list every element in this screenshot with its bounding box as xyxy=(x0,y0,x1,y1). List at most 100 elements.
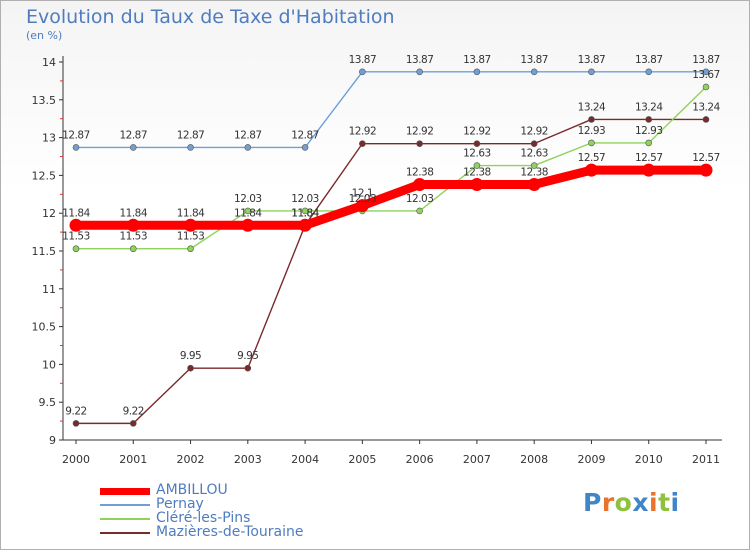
data-point xyxy=(530,162,538,169)
data-label: 13.87 xyxy=(635,54,663,66)
y-tick-label: 10 xyxy=(42,358,56,371)
x-tick-label: 2004 xyxy=(291,453,319,466)
x-tick-label: 2007 xyxy=(463,453,491,466)
x-tick-label: 2000 xyxy=(62,453,90,466)
data-label: 12.03 xyxy=(349,193,377,205)
data-label: 11.53 xyxy=(62,231,90,243)
data-label: 13.87 xyxy=(578,54,606,66)
data-label: 12.38 xyxy=(520,166,548,178)
data-label: 13.87 xyxy=(463,54,491,66)
data-label: 12.63 xyxy=(463,148,491,160)
data-point xyxy=(699,163,713,177)
data-label: 11.84 xyxy=(62,207,90,219)
x-tick-label: 2008 xyxy=(520,453,548,466)
legend-swatch xyxy=(100,487,150,495)
series-line-pernay xyxy=(76,71,706,149)
data-point xyxy=(241,218,255,232)
y-tick-label: 12 xyxy=(42,207,56,220)
y-tick-label: 11 xyxy=(42,283,56,296)
series-line-cl-r-les-pins xyxy=(76,86,707,250)
data-point xyxy=(645,139,653,147)
data-point xyxy=(69,218,83,232)
data-point xyxy=(702,68,710,76)
data-point xyxy=(473,162,481,169)
x-tick-label: 2003 xyxy=(234,453,262,466)
data-label: 11.53 xyxy=(119,231,147,243)
data-label: 12.92 xyxy=(520,126,548,138)
data-point xyxy=(129,420,137,427)
y-tick-label: 10.5 xyxy=(32,321,57,334)
y-tick-label: 11.5 xyxy=(32,245,57,258)
y-tick-label: 13 xyxy=(42,132,56,145)
legend-label: AMBILLOU xyxy=(156,482,228,498)
data-point xyxy=(416,207,423,215)
data-point xyxy=(645,116,653,123)
data-point xyxy=(129,245,137,253)
x-tick-label: 2011 xyxy=(692,453,720,466)
legend-label: Cléré-les-Pins xyxy=(156,510,251,526)
data-point xyxy=(470,177,484,191)
data-point xyxy=(187,144,194,151)
y-tick-label: 14 xyxy=(42,56,56,69)
proxiti-logo: Proxiti xyxy=(583,488,680,517)
data-point xyxy=(126,218,140,232)
data-point xyxy=(244,144,252,151)
logo-letter: i xyxy=(670,488,680,517)
x-tick-label: 2010 xyxy=(635,453,663,466)
data-label: 12.57 xyxy=(578,152,606,164)
data-label: 11.53 xyxy=(177,231,205,243)
data-point xyxy=(702,83,710,91)
data-point xyxy=(72,144,80,151)
data-label: 12.63 xyxy=(520,148,548,160)
data-label: 13.87 xyxy=(520,54,548,66)
data-label: 9.95 xyxy=(180,350,201,362)
data-label: 11.84 xyxy=(177,207,205,219)
data-point xyxy=(301,144,309,151)
data-label: 11.84 xyxy=(291,207,319,219)
x-tick-label: 2009 xyxy=(577,453,605,466)
data-label: 12.57 xyxy=(692,152,720,164)
data-label: 11.84 xyxy=(291,207,319,219)
y-tick-label: 9 xyxy=(49,434,56,447)
data-point xyxy=(301,207,309,215)
legend-label: Pernay xyxy=(156,496,204,512)
data-point xyxy=(527,177,541,191)
y-tick-label: 12.5 xyxy=(32,169,57,182)
data-point xyxy=(184,218,198,232)
legend-swatch xyxy=(100,504,150,506)
legend-label: Mazières-de-Touraine xyxy=(156,524,304,540)
logo-letter: x xyxy=(632,488,649,517)
data-label: 12.93 xyxy=(635,125,663,137)
data-point xyxy=(473,140,481,147)
x-tick-label: 2006 xyxy=(406,453,434,466)
data-point xyxy=(645,68,653,76)
data-label: 12.87 xyxy=(234,129,262,141)
y-tick-label: 13.5 xyxy=(32,94,57,107)
series-line-ambillou xyxy=(76,165,706,230)
logo-letter: o xyxy=(614,488,633,517)
x-tick-label: 2002 xyxy=(177,453,205,466)
data-label: 12.03 xyxy=(291,193,319,205)
data-point xyxy=(72,420,80,427)
data-label: 12.92 xyxy=(349,126,377,138)
data-label: 12.87 xyxy=(177,129,205,141)
data-label: 9.95 xyxy=(237,350,258,362)
data-point xyxy=(702,116,710,123)
data-label: 12.38 xyxy=(463,166,491,178)
data-point xyxy=(355,199,369,213)
data-label: 12.03 xyxy=(406,193,434,205)
y-tick-label: 9.5 xyxy=(39,396,57,409)
data-point xyxy=(530,140,538,147)
data-label: 9.22 xyxy=(123,405,144,417)
data-label: 13.24 xyxy=(692,101,720,113)
data-point xyxy=(359,140,366,147)
data-label: 12.93 xyxy=(578,125,606,137)
data-point xyxy=(588,116,595,123)
x-tick-label: 2001 xyxy=(119,453,147,466)
data-point xyxy=(416,68,423,76)
data-point xyxy=(416,140,423,147)
logo-letter: P xyxy=(583,488,602,517)
data-point xyxy=(244,364,252,372)
data-label: 12.03 xyxy=(234,193,262,205)
data-label: 13.67 xyxy=(692,69,720,81)
